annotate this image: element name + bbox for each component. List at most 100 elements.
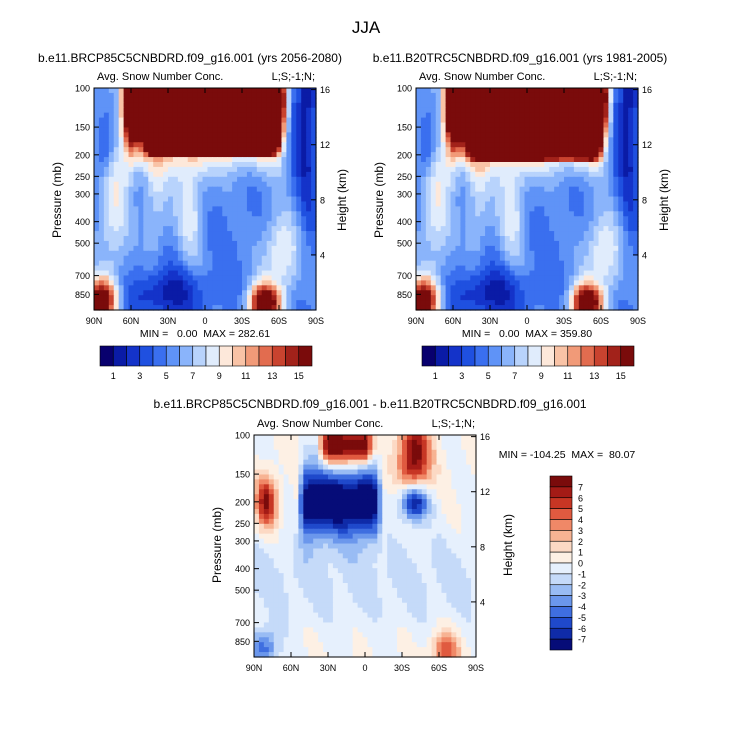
- heatmap-cell: [416, 181, 422, 188]
- heatmap-cell: [583, 92, 590, 99]
- heatmap-cell: [583, 97, 590, 104]
- heatmap-cell: [197, 88, 204, 94]
- heatmap-cell: [313, 479, 319, 485]
- heatmap-cell: [397, 479, 403, 485]
- heatmap-cell: [480, 270, 486, 277]
- heatmap-cell: [168, 270, 174, 277]
- heatmap-cell: [455, 142, 461, 148]
- heatmap-cell: [618, 196, 624, 203]
- heatmap-cell: [425, 250, 432, 257]
- heatmap-cell: [168, 176, 174, 183]
- heatmap-cell: [514, 152, 521, 158]
- heatmap-cell: [618, 186, 624, 193]
- heatmap-cell: [608, 186, 614, 193]
- heatmap-cell: [283, 474, 290, 480]
- heatmap-cell: [232, 142, 238, 148]
- heatmap-cell: [529, 92, 535, 99]
- heatmap-cell: [94, 137, 100, 143]
- heatmap-cell: [268, 474, 275, 480]
- heatmap-cell: [435, 142, 442, 148]
- heatmap-cell: [578, 226, 585, 232]
- heatmap-cell: [623, 181, 629, 188]
- heatmap-cell: [416, 454, 423, 461]
- heatmap-cell: [588, 290, 595, 296]
- heatmap-cell: [158, 280, 164, 286]
- heatmap-cell: [143, 107, 149, 114]
- heatmap-cell: [108, 226, 115, 232]
- heatmap-cell: [440, 97, 447, 104]
- heatmap-cell: [113, 236, 120, 242]
- heatmap-cell: [578, 181, 585, 188]
- heatmap-cell: [549, 117, 555, 124]
- heatmap-cell: [301, 231, 307, 237]
- heatmap-cell: [256, 137, 263, 143]
- heatmap-cell: [158, 211, 164, 217]
- heatmap-cell: [108, 201, 115, 207]
- heatmap-cell: [246, 137, 253, 143]
- heatmap-cell: [352, 459, 359, 466]
- heatmap-cell: [123, 226, 130, 232]
- heatmap-cell: [261, 127, 268, 133]
- heatmap-cell: [288, 459, 295, 466]
- heatmap-cell: [494, 147, 501, 153]
- heatmap-cell: [406, 479, 413, 485]
- heatmap-cell: [212, 102, 218, 109]
- heatmap-cell: [311, 196, 317, 203]
- heatmap-cell: [254, 509, 260, 515]
- heatmap-cell: [445, 265, 452, 272]
- heatmap-cell: [197, 122, 204, 129]
- heatmap-cell: [168, 255, 174, 262]
- heatmap-cell: [337, 494, 344, 500]
- heatmap-cell: [509, 181, 516, 188]
- heatmap-cell: [460, 206, 466, 212]
- heatmap-cell: [187, 270, 194, 277]
- heatmap-cell: [480, 112, 486, 119]
- heatmap-cell: [298, 494, 304, 500]
- heatmap-cell: [598, 181, 605, 188]
- heatmap-cell: [328, 444, 334, 451]
- heatmap-cell: [539, 176, 545, 183]
- heatmap-cell: [529, 166, 535, 173]
- heatmap-cell: [544, 88, 550, 94]
- heatmap-cell: [138, 265, 144, 272]
- heatmap-cell: [163, 295, 169, 301]
- heatmap-cell: [303, 435, 309, 441]
- heatmap-cell: [288, 518, 295, 525]
- heatmap-cell: [420, 255, 427, 262]
- heatmap-cell: [182, 270, 189, 277]
- heatmap-cell: [608, 245, 614, 252]
- heatmap-cell: [133, 260, 139, 267]
- heatmap-cell: [103, 166, 110, 173]
- heatmap-cell: [430, 201, 437, 207]
- heatmap-cell: [613, 112, 619, 119]
- heatmap-cell: [431, 484, 438, 490]
- heatmap-cell: [578, 305, 585, 311]
- heatmap-cell: [426, 489, 433, 495]
- heatmap-cell: [559, 88, 565, 94]
- heatmap-cell: [416, 509, 423, 515]
- heatmap-cell: [618, 137, 624, 143]
- heatmap-cell: [281, 181, 287, 188]
- heatmap-cell: [377, 444, 383, 451]
- heatmap-cell: [539, 181, 545, 188]
- heatmap-cell: [420, 186, 427, 193]
- heatmap-cell: [633, 122, 639, 129]
- heatmap-cell: [246, 300, 253, 306]
- heatmap-cell: [261, 275, 268, 281]
- heatmap-cell: [402, 464, 408, 471]
- heatmap-cell: [559, 211, 565, 217]
- heatmap-cell: [588, 92, 595, 99]
- heatmap-cell: [372, 454, 378, 461]
- heatmap-cell: [168, 285, 174, 291]
- heatmap-cell: [163, 221, 169, 227]
- heatmap-cell: [192, 305, 199, 311]
- heatmap-cell: [217, 97, 223, 104]
- heatmap-cell: [440, 206, 447, 212]
- heatmap-cell: [435, 270, 442, 277]
- heatmap-cell: [261, 107, 268, 114]
- heatmap-cell: [504, 132, 511, 138]
- heatmap-cell: [387, 499, 393, 505]
- heatmap-cell: [222, 275, 228, 281]
- heatmap-cell: [123, 285, 130, 291]
- heatmap-cell: [258, 449, 265, 456]
